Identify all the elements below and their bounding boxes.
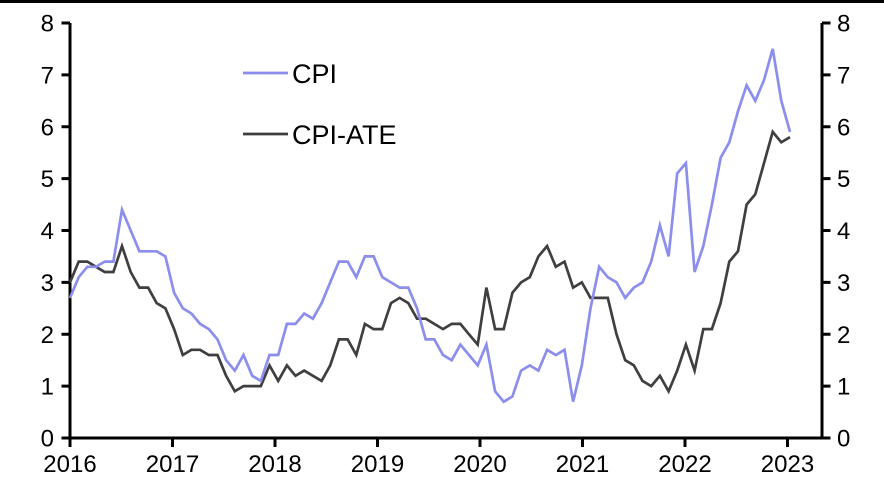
cpi-ate-legend-label: CPI-ATE [292,120,397,150]
x-tick-label: 2017 [146,451,199,478]
y-axis-labels-left: 0 1 2 3 4 5 6 7 8 [41,11,54,453]
y-tick-label-right: 7 [837,62,850,89]
x-tick-label: 2023 [761,451,814,478]
y-tick-label-left: 6 [41,114,54,141]
axes [61,21,831,447]
x-tick-label: 2021 [556,451,609,478]
y-tick-label-right: 2 [837,322,850,349]
y-tick-label-left: 4 [41,218,54,245]
y-tick-label-left: 0 [41,426,54,453]
y-tick-label-left: 7 [41,62,54,89]
y-tick-label-right: 5 [837,166,850,193]
y-axis-labels-right: 0 1 2 3 4 5 6 7 8 [837,11,850,453]
y-tick-label-left: 5 [41,166,54,193]
y-tick-label-left: 3 [41,270,54,297]
legend: CPI CPI-ATE [243,59,397,150]
x-axis-labels: 2016 2017 2018 2019 2020 2021 2022 2023 [43,451,814,478]
top-border [0,0,884,3]
cpi-legend-label: CPI [292,59,337,89]
y-tick-label-right: 1 [837,374,850,401]
y-tick-label-left: 8 [41,11,54,38]
y-tick-label-left: 2 [41,322,54,349]
y-tick-label-right: 0 [837,426,850,453]
x-tick-label: 2022 [658,451,711,478]
cpi-line [68,48,792,404]
cpi-ate-line [68,129,791,395]
y-tick-label-left: 1 [41,374,54,401]
x-tick-label: 2016 [43,451,96,478]
y-tick-label-right: 3 [837,270,850,297]
x-tick-label: 2019 [351,451,404,478]
x-tick-label: 2020 [453,451,506,478]
y-tick-label-right: 8 [837,11,850,38]
y-tick-label-right: 6 [837,114,850,141]
x-tick-label: 2018 [248,451,301,478]
y-tick-label-right: 4 [837,218,850,245]
